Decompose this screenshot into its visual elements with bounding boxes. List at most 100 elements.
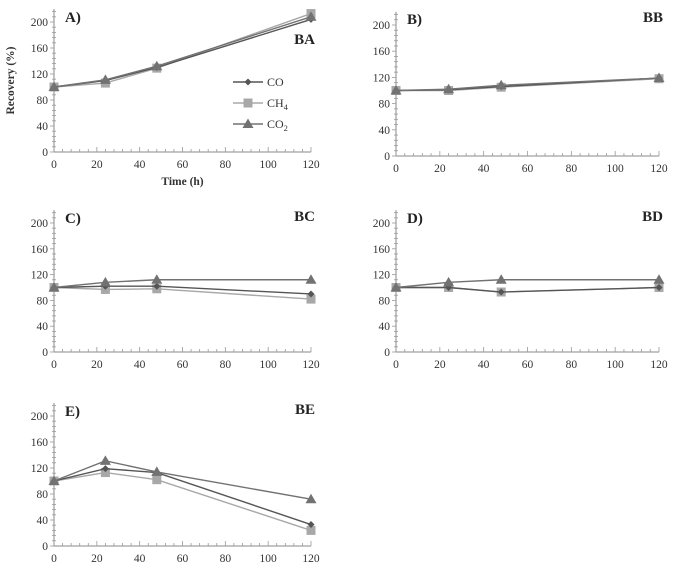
panel-code: BB <box>643 10 663 26</box>
x-tick-label: 120 <box>302 359 320 371</box>
panel-bc: 0 40 80 120 160 200 0 20 40 60 80 100 120 C) BC <box>31 209 320 371</box>
y-tick-label: 120 <box>31 69 49 81</box>
data-point <box>655 284 663 291</box>
y-tick-label: 160 <box>31 43 49 55</box>
data-point <box>306 525 316 535</box>
y-tick-label: 40 <box>37 121 49 133</box>
y-tick-label: 0 <box>42 147 48 159</box>
series-co2 <box>390 72 665 95</box>
x-tick-label: 80 <box>566 359 578 371</box>
x-tick-label: 100 <box>607 359 625 371</box>
x-tick-label: 40 <box>134 553 146 565</box>
x-tick-label: 80 <box>220 553 232 565</box>
data-point <box>443 83 455 94</box>
x-tick-label: 0 <box>51 359 57 371</box>
x-tick-label: 40 <box>134 159 146 171</box>
data-point <box>100 468 110 478</box>
data-point <box>99 74 111 84</box>
data-point <box>305 274 317 284</box>
x-tick-label: 20 <box>91 159 103 171</box>
x-tick-label: 80 <box>566 163 578 175</box>
x-axis-title: Time (h) <box>161 176 203 188</box>
data-point <box>48 475 60 485</box>
panel-code: BC <box>294 209 315 225</box>
data-point <box>390 282 402 292</box>
y-axis-title: Recovery (%) <box>5 46 17 114</box>
data-point <box>48 81 60 91</box>
x-tick-label: 60 <box>522 359 534 371</box>
x-tick-label: 60 <box>177 159 189 171</box>
y-tick-label: 80 <box>37 489 49 501</box>
data-point <box>152 475 162 485</box>
data-point <box>153 282 161 290</box>
legend: CO CH4 CO2 <box>233 75 289 133</box>
panel-label: D) <box>407 211 423 227</box>
x-tick-label: 40 <box>134 359 146 371</box>
y-tick-label: 160 <box>31 244 49 256</box>
legend-item-ch4: CH4 <box>233 96 289 112</box>
x-tick-label: 120 <box>302 159 320 171</box>
panel-be: 0 40 80 120 160 200 0 20 40 60 80 100 120 E) BE <box>31 402 320 565</box>
y-tick-label: 40 <box>379 125 391 137</box>
data-point <box>305 11 317 21</box>
legend-marker <box>243 98 253 108</box>
panel-bb: 0 40 80 120 160 200 0 20 40 60 80 100 120 B) BB <box>373 10 668 175</box>
series-line <box>53 460 312 500</box>
x-tick-label: 120 <box>650 163 668 175</box>
series-line <box>395 279 659 289</box>
panel-code: BE <box>295 402 315 418</box>
legend-label: CO <box>267 75 284 89</box>
y-tick-label: 0 <box>384 151 390 163</box>
data-point <box>99 455 111 465</box>
x-tick-label: 0 <box>393 163 399 175</box>
y-tick-label: 80 <box>37 295 49 307</box>
data-point <box>151 274 163 284</box>
y-tick-label: 40 <box>37 515 49 527</box>
series-co2 <box>48 274 317 292</box>
x-tick-label: 80 <box>220 159 232 171</box>
series-co2 <box>390 274 665 292</box>
panel-label: B) <box>407 12 422 28</box>
y-tick-label: 200 <box>31 218 49 230</box>
data-point <box>151 60 163 71</box>
panel-label: C) <box>65 211 81 227</box>
y-tick-label: 200 <box>373 20 391 32</box>
y-tick-label: 40 <box>37 321 49 333</box>
legend-item-co: CO <box>233 75 284 89</box>
y-tick-label: 80 <box>379 99 391 111</box>
legend-marker <box>242 118 254 128</box>
panel-ba: 0 40 80 120 160 200 0 20 40 60 80 100 120 A) BA Time (h… <box>5 9 320 188</box>
data-point <box>653 72 665 83</box>
legend-item-co2: CO2 <box>233 117 288 133</box>
x-tick-label: 60 <box>522 163 534 175</box>
x-tick-label: 80 <box>220 359 232 371</box>
series-line <box>53 16 312 88</box>
series-co <box>392 284 663 296</box>
x-tick-label: 20 <box>434 359 446 371</box>
series-line <box>53 285 312 295</box>
data-point <box>390 85 402 95</box>
x-tick-label: 20 <box>91 553 103 565</box>
x-tick-label: 100 <box>260 159 278 171</box>
series-line <box>53 279 311 289</box>
panel-label: A) <box>65 10 81 26</box>
y-tick-label: 120 <box>31 463 49 475</box>
y-tick-label: 160 <box>373 46 391 58</box>
series-ch4 <box>391 283 664 297</box>
data-point <box>307 521 315 529</box>
series-line <box>53 467 312 526</box>
y-tick-label: 80 <box>379 295 391 307</box>
series-co2 <box>48 455 317 504</box>
series-line <box>396 286 660 293</box>
y-tick-label: 0 <box>42 347 48 359</box>
series-co2 <box>48 11 317 91</box>
x-tick-label: 120 <box>302 553 320 565</box>
panel-label: E) <box>65 404 80 420</box>
data-point <box>443 276 455 287</box>
series-line <box>395 77 660 92</box>
x-tick-label: 0 <box>51 159 57 171</box>
x-tick-label: 20 <box>91 359 103 371</box>
y-tick-label: 200 <box>31 17 49 29</box>
y-tick-label: 40 <box>379 321 391 333</box>
